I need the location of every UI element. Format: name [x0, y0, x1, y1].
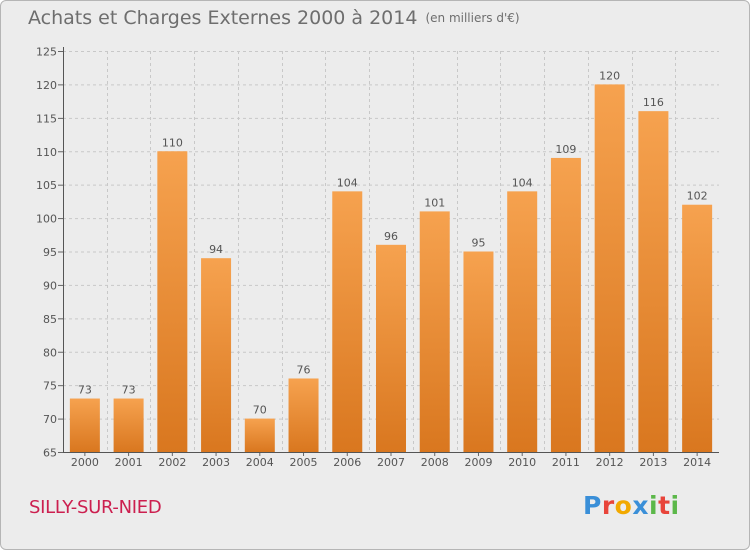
x-tick-label: 2005	[290, 456, 318, 469]
bar-value-label: 120	[599, 69, 620, 82]
bar-value-label: 76	[297, 363, 311, 376]
bar-2010	[507, 191, 538, 452]
proxiti-logo: Proxiti	[583, 491, 680, 520]
bar-value-label: 101	[424, 196, 445, 209]
y-tick-label: 105	[36, 179, 57, 192]
x-tick-label: 2010	[508, 456, 536, 469]
bar-2009	[463, 251, 494, 452]
y-tick-label: 65	[43, 447, 57, 460]
unit-note: (en milliers d'€)	[425, 11, 520, 25]
x-tick-label: 2006	[333, 456, 361, 469]
bar-value-label: 109	[555, 143, 576, 156]
bar-value-label: 70	[253, 404, 267, 417]
x-tick-label: 2002	[158, 456, 186, 469]
bar-2002	[157, 151, 188, 452]
y-tick-label: 125	[36, 46, 57, 59]
bar-2006	[332, 191, 363, 452]
bar-2013	[638, 111, 669, 453]
x-tick-label: 2014	[683, 456, 711, 469]
y-tick-label: 80	[43, 346, 57, 359]
chart-title: Achats et Charges Externes 2000 à 2014 (e…	[28, 7, 520, 29]
commune-name: SILLY-SUR-NIED	[29, 497, 162, 518]
bar-2004	[244, 418, 275, 452]
x-tick-label: 2000	[71, 456, 99, 469]
x-tick-label: 2008	[421, 456, 449, 469]
y-tick-label: 120	[36, 79, 57, 92]
x-tick-label: 2007	[377, 456, 405, 469]
x-tick-label: 2011	[552, 456, 580, 469]
x-tick-label: 2013	[639, 456, 667, 469]
bar-value-label: 104	[512, 176, 533, 189]
bar-value-label: 94	[209, 243, 223, 256]
y-tick-label: 75	[43, 380, 57, 393]
x-tick-label: 2001	[115, 456, 143, 469]
bar-2005	[288, 378, 319, 452]
y-tick-label: 100	[36, 213, 57, 226]
y-tick-label: 115	[36, 112, 57, 125]
bar-2011	[550, 157, 581, 452]
bar-2001	[113, 398, 144, 452]
bar-2000	[69, 398, 100, 452]
y-tick-label: 90	[43, 279, 57, 292]
bar-2003	[201, 258, 232, 452]
bar-value-label: 102	[687, 190, 708, 203]
bar-value-label: 96	[384, 230, 398, 243]
y-tick-label: 95	[43, 246, 57, 259]
x-tick-label: 2003	[202, 456, 230, 469]
bar-2012	[594, 84, 625, 453]
bar-value-label: 110	[162, 136, 183, 149]
bar-value-label: 116	[643, 96, 664, 109]
x-tick-label: 2004	[246, 456, 274, 469]
y-tick-label: 110	[36, 146, 57, 159]
bar-value-label: 95	[471, 237, 485, 250]
bar-2008	[419, 211, 450, 452]
bar-value-label: 104	[337, 176, 358, 189]
y-tick-label: 85	[43, 313, 57, 326]
x-tick-label: 2009	[464, 456, 492, 469]
chart-title-text: Achats et Charges Externes 2000 à 2014	[28, 7, 418, 29]
x-tick-label: 2012	[596, 456, 624, 469]
bar-2014	[682, 204, 713, 452]
bar-value-label: 73	[122, 384, 136, 397]
bar-2007	[376, 244, 406, 452]
y-tick-label: 70	[43, 413, 57, 426]
bar-value-label: 73	[78, 384, 92, 397]
